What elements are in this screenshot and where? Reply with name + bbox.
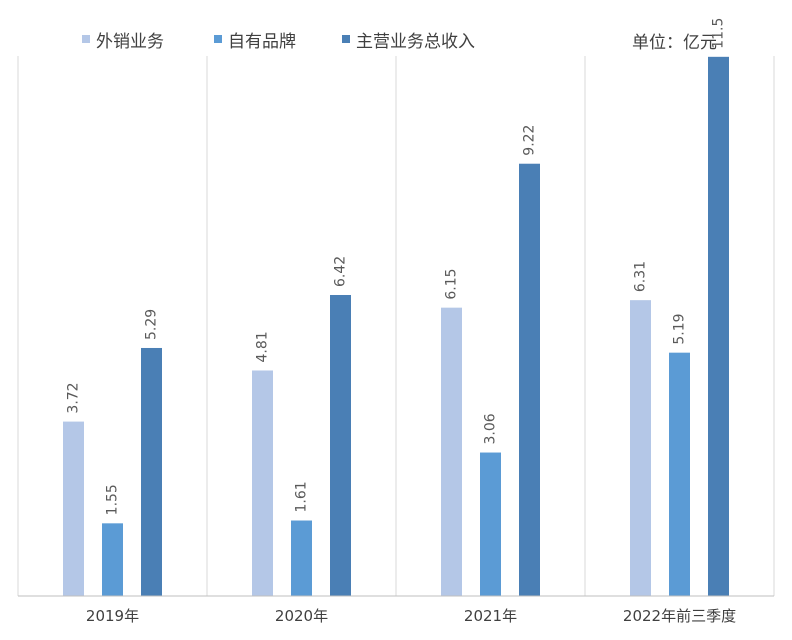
bar <box>669 352 690 596</box>
x-tick-label: 2019年 <box>86 607 139 625</box>
legend-swatch-1 <box>214 35 222 43</box>
data-labels: 3.72 1.55 5.29 4.81 1.61 6.42 6.15 3.06 9.22 6.31… <box>66 18 727 516</box>
bar <box>480 452 501 596</box>
legend-swatch-2 <box>342 35 350 43</box>
bar <box>630 300 651 596</box>
x-tick-label: 2021年 <box>464 607 517 625</box>
bar <box>102 523 123 596</box>
data-label: 6.31 <box>633 261 649 292</box>
data-label: 1.61 <box>294 481 310 512</box>
x-tick-label: 2022年前三季度 <box>623 607 736 625</box>
data-label: 5.29 <box>144 309 160 340</box>
bar <box>519 163 540 597</box>
data-label: 6.42 <box>333 256 349 287</box>
legend-label-2: 主营业务总收入 <box>356 32 475 52</box>
bar <box>708 56 729 596</box>
category-separators <box>17 56 775 596</box>
x-tick-labels: 2019年 2020年 2021年 2022年前三季度 <box>86 607 736 625</box>
legend-swatch-0 <box>82 35 90 43</box>
legend-label-1: 自有品牌 <box>228 32 296 52</box>
data-label: 11.5 <box>711 18 727 49</box>
data-label: 5.19 <box>672 313 688 344</box>
bar <box>330 294 351 596</box>
bar <box>441 307 462 596</box>
data-label: 9.22 <box>522 125 538 156</box>
data-label: 1.55 <box>105 484 121 515</box>
data-label: 6.15 <box>444 268 460 299</box>
legend: 外销业务 自有品牌 主营业务总收入 <box>82 32 475 52</box>
data-label: 3.72 <box>66 382 82 413</box>
unit-label: 单位：亿元 <box>632 33 717 53</box>
data-label: 3.06 <box>483 413 499 444</box>
legend-label-0: 外销业务 <box>96 32 164 52</box>
bar <box>141 347 162 596</box>
bar <box>291 520 312 596</box>
data-label: 4.81 <box>255 331 271 362</box>
bar <box>252 370 273 596</box>
x-tick-label: 2020年 <box>275 607 328 625</box>
bar <box>63 421 84 596</box>
bars <box>63 56 729 597</box>
